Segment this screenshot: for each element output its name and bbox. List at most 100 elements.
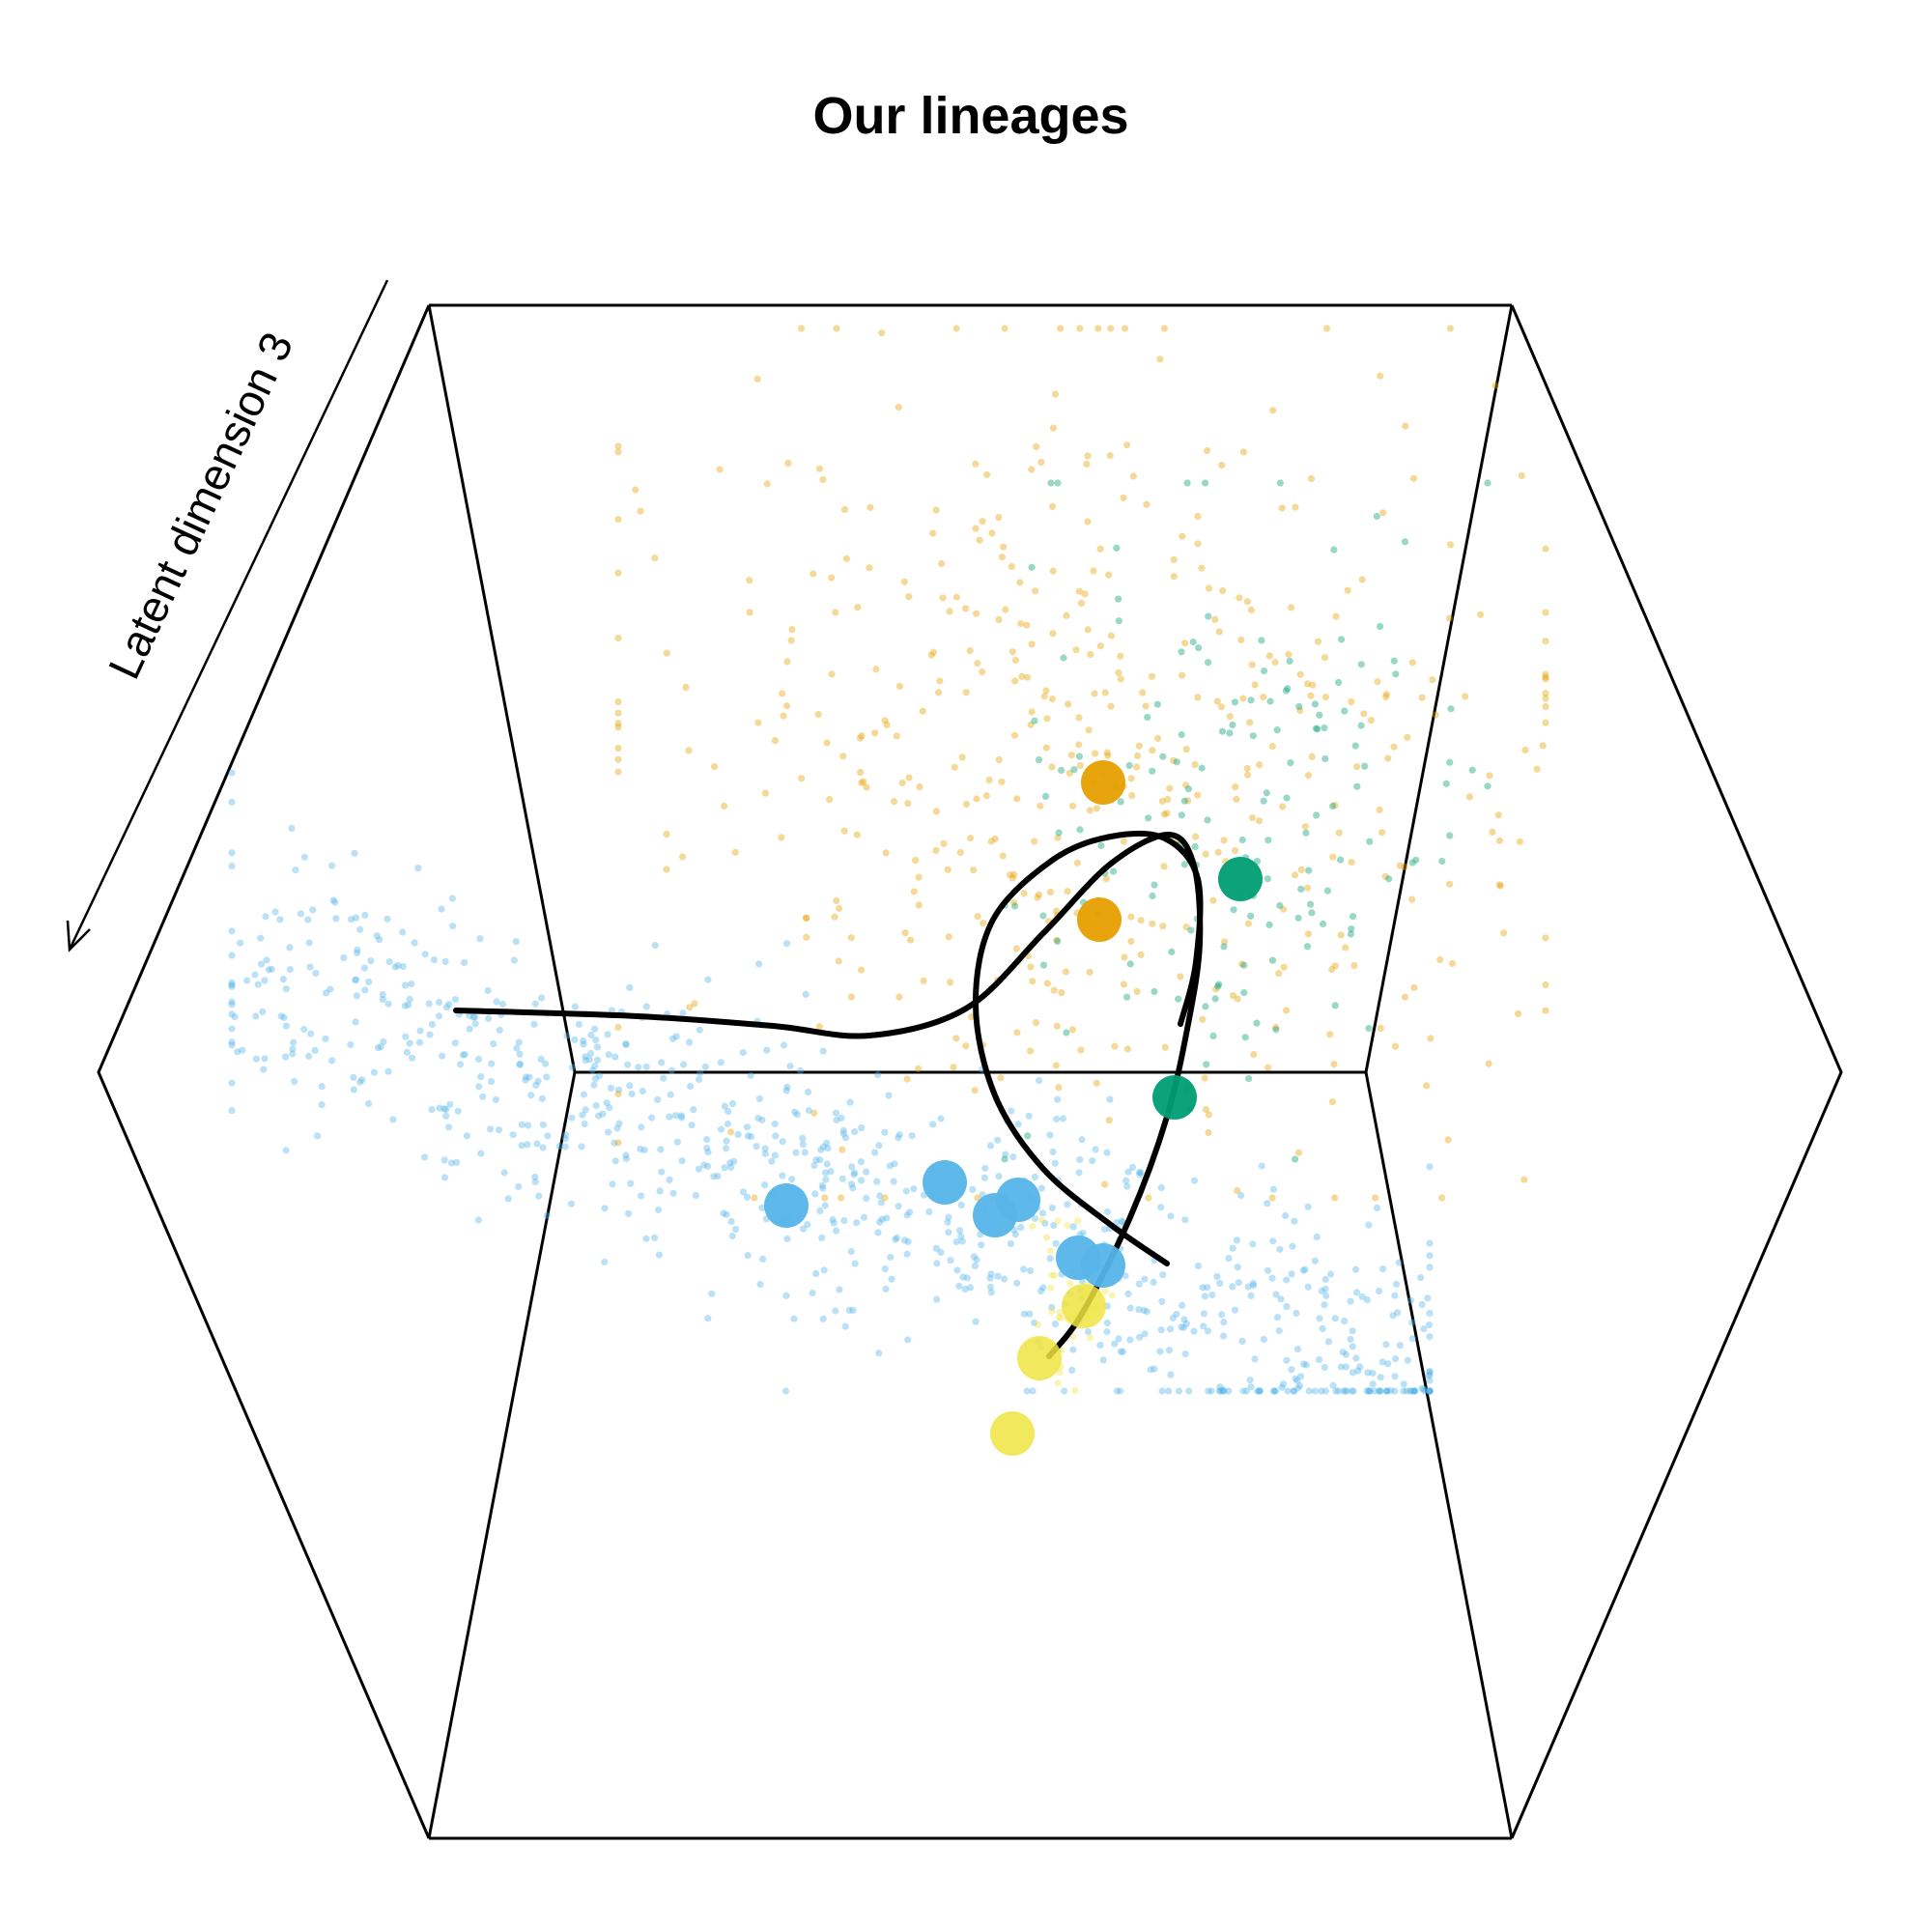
orange-cell-point	[1182, 746, 1190, 753]
blue-cell-point	[582, 1106, 589, 1114]
orange-cell-point	[1090, 567, 1097, 575]
orange-cell-point	[1376, 806, 1383, 814]
blue-cell-point	[1358, 1293, 1366, 1300]
blue-cell-point	[1115, 1335, 1122, 1343]
blue-cell-point	[561, 1143, 569, 1151]
blue-cell-point	[1037, 1184, 1045, 1192]
blue-cell-point	[580, 1037, 587, 1045]
orange-cell-point	[1307, 692, 1315, 699]
orange-cell-point	[1239, 695, 1247, 702]
green-cell-point	[1261, 668, 1268, 675]
blue-cell-point	[882, 1285, 890, 1293]
blue-cell-point	[723, 1145, 730, 1152]
orange-cell-point	[746, 577, 753, 584]
blue-cell-point	[401, 981, 410, 989]
orange-cell-point	[1051, 390, 1060, 398]
blue-cell-point	[747, 1071, 754, 1079]
green-cell-point	[1276, 901, 1284, 910]
orange-cell-point	[1017, 619, 1025, 628]
green-cell-point	[1180, 861, 1188, 868]
blue-cell-point	[1341, 1318, 1349, 1325]
blue-cell-point	[1256, 1387, 1264, 1395]
orange-cell-point	[1446, 880, 1454, 888]
blue-cell-point	[353, 992, 360, 1000]
blue-cell-point	[721, 1164, 728, 1172]
blue-cell-point	[1037, 1287, 1045, 1294]
yellow-cell-point	[1050, 1271, 1059, 1280]
orange-cell-point	[910, 888, 918, 895]
orange-cell-point	[1282, 1007, 1291, 1014]
blue-cell-point	[543, 1211, 551, 1219]
blue-cell-point	[352, 977, 359, 984]
blue-cell-point	[384, 1000, 392, 1008]
blue-cell-point	[1100, 1225, 1108, 1234]
blue-cell-point	[1321, 1387, 1329, 1395]
blue-cell-point	[1264, 1266, 1271, 1274]
blue-cell-point	[1136, 1171, 1144, 1179]
blue-cell-point	[251, 971, 259, 979]
blue-cell-point	[1264, 1200, 1271, 1208]
orange-cell-point	[1542, 690, 1549, 697]
blue-cell-point	[356, 1078, 364, 1086]
green-cell-point	[1214, 982, 1222, 990]
blue-cell-point	[1334, 1387, 1342, 1395]
z-axis-label: Latent dimension 3	[99, 325, 302, 686]
box-edge-lower-left	[427, 1071, 577, 1839]
orange-cell-point	[1063, 611, 1070, 620]
blue-cell-point	[1283, 1356, 1291, 1364]
blue-cell-point	[276, 916, 284, 923]
blue-cell-point	[655, 1251, 664, 1259]
orange-cell-point	[1111, 1042, 1119, 1050]
orange-cell-point	[815, 1023, 824, 1031]
orange-cell-point	[651, 554, 659, 562]
blue-cell-point	[539, 1121, 547, 1128]
orange-cell-point	[1037, 802, 1044, 810]
green-cell-point	[1054, 479, 1062, 487]
blue-cell-point	[257, 960, 266, 968]
orange-cell-point	[1054, 834, 1062, 841]
blue-cell-point	[1288, 1270, 1295, 1278]
blue-cell-point	[1052, 1239, 1060, 1247]
green-cell-point	[1209, 1032, 1217, 1039]
orange-cell-point	[1250, 1050, 1258, 1059]
blue-cell-point	[877, 1199, 885, 1207]
blue-cell-point	[945, 1213, 952, 1221]
orange-cell-point	[1217, 703, 1225, 711]
green-cell-point	[1240, 989, 1248, 997]
orange-cell-point	[1337, 931, 1345, 939]
orange-cell-point	[881, 717, 889, 724]
blue-cell-point	[526, 1073, 533, 1081]
blue-cell-point	[580, 1040, 587, 1048]
blue-cell-point	[651, 942, 659, 950]
orange-cell-point	[1381, 872, 1389, 880]
blue-cell-point	[555, 1142, 563, 1151]
blue-cell-point	[1046, 1255, 1054, 1263]
green-cell-point	[1241, 1034, 1249, 1041]
orange-cell-point	[1127, 775, 1135, 782]
blue-cell-point	[1329, 1381, 1337, 1389]
blue-cell-point	[1215, 1387, 1223, 1395]
blue-cell-point	[703, 1136, 711, 1144]
blue-cell-point	[701, 1063, 710, 1070]
green-cell-point	[1125, 761, 1133, 770]
blue-cell-point	[1404, 1356, 1411, 1364]
orange-cell-point	[810, 1109, 818, 1117]
blue-cell-point	[348, 916, 355, 923]
blue-cell-point	[994, 1272, 1002, 1280]
blue-cell-point	[1351, 1265, 1360, 1273]
orange-cell-point	[1378, 829, 1386, 837]
blue-cell-point	[361, 911, 369, 920]
orange-cell-point	[1120, 494, 1127, 501]
blue-cell-point	[252, 1055, 260, 1063]
green-cell-point	[1240, 961, 1248, 969]
blue-cell-point	[609, 1180, 616, 1188]
blue-cell-point	[527, 1092, 535, 1099]
green-cell-point	[1175, 995, 1182, 1003]
orange-cell-point	[1294, 1149, 1303, 1156]
orange-cell-point	[1104, 752, 1112, 759]
blue-cell-point	[986, 1283, 994, 1291]
blue-cell-point	[440, 1174, 449, 1181]
green-cell-point	[1184, 785, 1192, 793]
blue-cell-point	[1331, 1315, 1339, 1322]
orange-cell-point	[1127, 937, 1135, 946]
